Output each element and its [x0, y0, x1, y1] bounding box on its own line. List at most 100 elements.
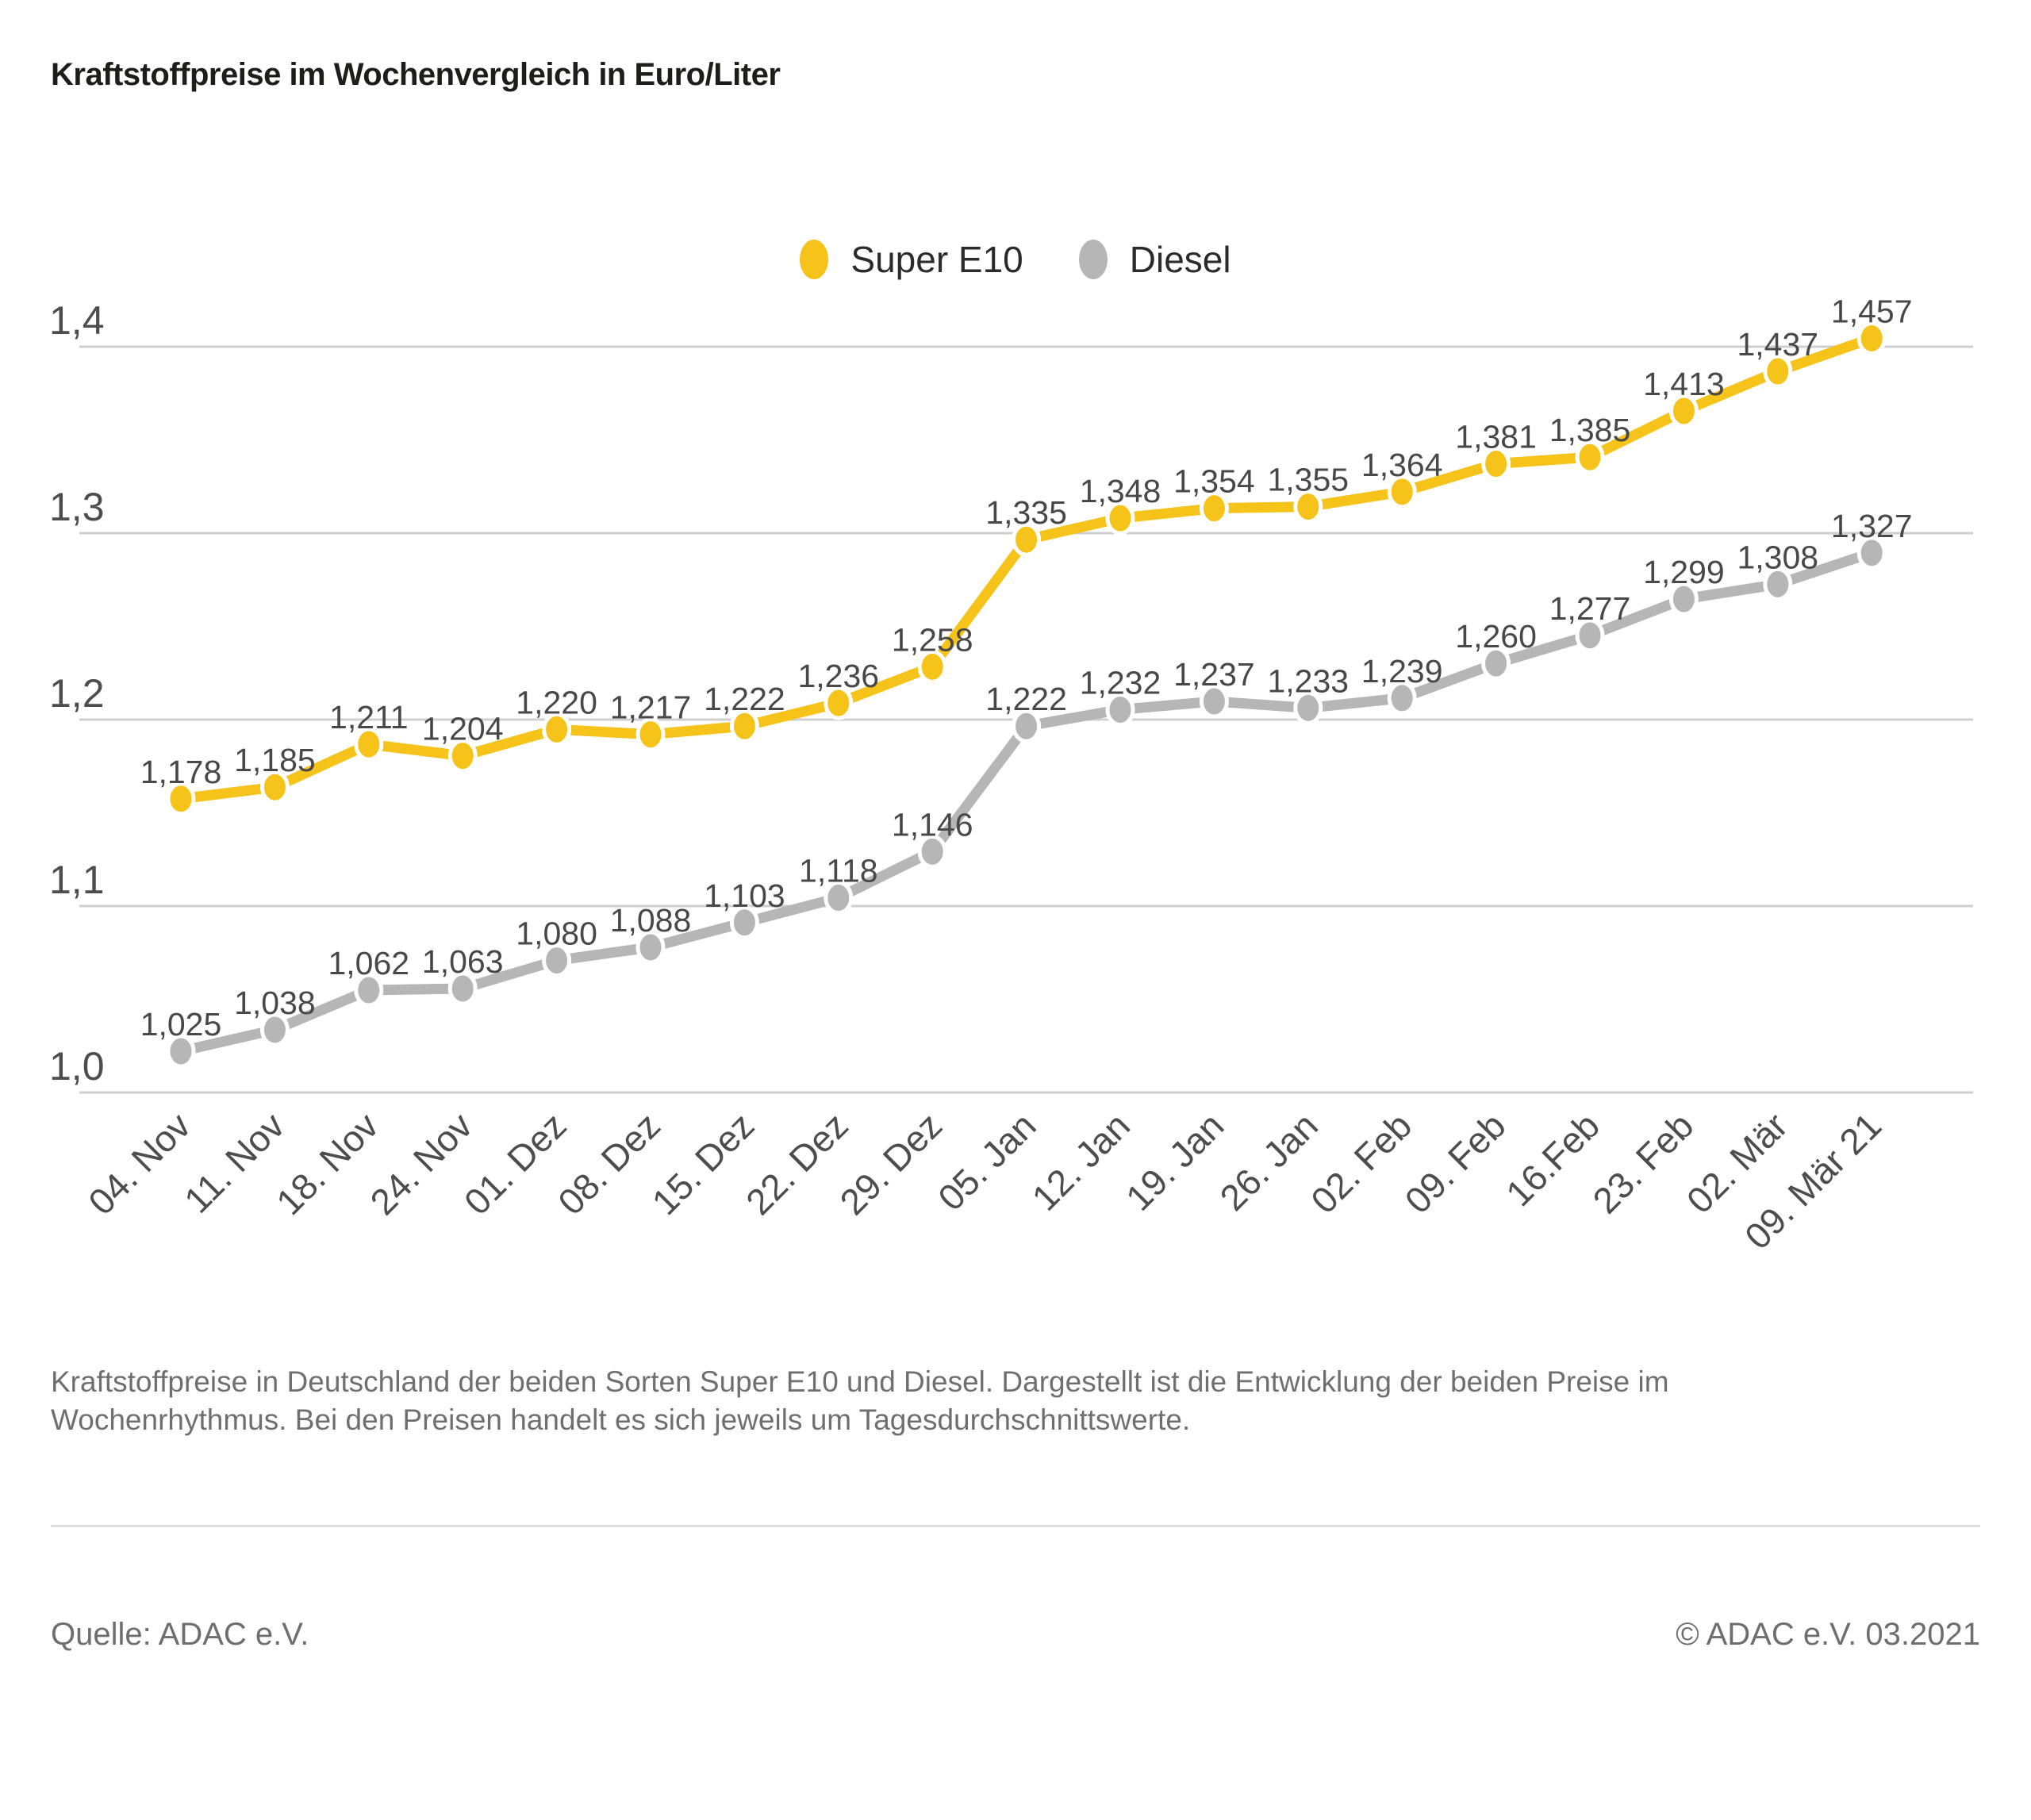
diesel-value-label: 1,063	[422, 943, 504, 980]
super-e10-value-label: 1,220	[516, 684, 597, 720]
diesel-value-label: 1,260	[1455, 618, 1537, 655]
legend-label: Diesel	[1129, 239, 1231, 280]
y-tick-label: 1,4	[49, 298, 105, 343]
diesel-value-label: 1,088	[610, 902, 692, 939]
super-e10-data-point	[259, 770, 290, 804]
diesel-value-label: 1,233	[1267, 662, 1349, 699]
x-tick-label: 23. Feb	[1584, 1104, 1701, 1221]
diesel-data-point	[1668, 582, 1699, 616]
x-tick-label: 05. Jan	[930, 1104, 1043, 1218]
page-title: Kraftstoffpreise im Wochenvergleich in E…	[51, 57, 781, 92]
super-e10-data-point	[1293, 490, 1323, 524]
super-e10-data-point	[542, 712, 572, 747]
x-tick-label: 11. Nov	[176, 1104, 292, 1220]
diesel-data-point	[824, 881, 854, 916]
super-e10-value-label: 1,211	[329, 699, 409, 735]
copyright-note: © ADAC e.V. 03.2021	[1676, 1617, 1980, 1652]
x-tick-label: 19. Jan	[1118, 1104, 1231, 1218]
super-e10-value-label: 1,354	[1173, 463, 1255, 500]
legend-label: Super E10	[850, 239, 1023, 280]
super-e10-value-label: 1,364	[1361, 447, 1443, 483]
super-e10-value-label: 1,236	[797, 658, 879, 694]
super-e10-data-point	[354, 727, 384, 762]
super-e10-value-label: 1,178	[140, 754, 222, 790]
super-e10-data-point	[1856, 321, 1887, 355]
diesel-value-label: 1,232	[1080, 664, 1161, 701]
legend-item-diesel: Diesel	[1078, 238, 1231, 281]
diesel-value-label: 1,103	[704, 877, 785, 914]
x-tick-label: 02. Feb	[1303, 1104, 1419, 1221]
super-e10-data-point	[1575, 440, 1605, 474]
diesel-value-label: 1,062	[328, 945, 409, 981]
super-e10-value-label: 1,222	[704, 681, 785, 717]
diesel-value-label: 1,080	[516, 916, 597, 952]
super-e10-value-label: 1,204	[422, 711, 504, 747]
footer: Quelle: ADAC e.V. © ADAC e.V. 03.2021	[51, 1617, 1980, 1653]
legend-item-super-e10: Super E10	[800, 238, 1023, 281]
super-e10-data-point	[1668, 394, 1699, 428]
diesel-data-point	[259, 1012, 290, 1047]
x-tick-label: 15. Dez	[644, 1104, 762, 1223]
diesel-data-point	[1481, 646, 1511, 681]
diesel-value-label: 1,237	[1173, 656, 1255, 693]
super-e10-data-point	[1199, 491, 1229, 526]
x-tick-label: 09. Feb	[1397, 1104, 1514, 1221]
diesel-data-point	[635, 930, 666, 965]
y-tick-label: 1,1	[49, 858, 105, 902]
super-e10-value-label: 1,457	[1831, 293, 1913, 329]
super-e10-value-label: 1,381	[1455, 419, 1537, 455]
diesel-value-label: 1,239	[1361, 653, 1443, 689]
super-e10-data-point	[1481, 447, 1511, 482]
x-tick-label: 12. Jan	[1024, 1104, 1138, 1218]
diesel-data-point	[729, 905, 759, 940]
x-tick-label: 29. Dez	[831, 1104, 950, 1223]
legend-dot-icon	[1078, 240, 1108, 279]
footer-divider	[51, 1525, 1980, 1527]
super-e10-data-point	[917, 649, 947, 684]
y-tick-label: 1,0	[49, 1044, 105, 1089]
super-e10-value-label: 1,217	[610, 689, 692, 726]
chart-caption: Kraftstoffpreise in Deutschland der beid…	[51, 1365, 1669, 1436]
chart-legend: Super E10 Diesel	[0, 238, 2031, 281]
super-e10-value-label: 1,185	[234, 742, 316, 778]
x-tick-label: 26. Jan	[1211, 1104, 1325, 1218]
diesel-data-point	[354, 973, 384, 1008]
super-e10-data-point	[1012, 522, 1042, 557]
super-e10-data-point	[1387, 474, 1417, 509]
super-e10-data-point	[447, 739, 478, 774]
super-e10-data-point	[635, 717, 666, 752]
diesel-data-point	[542, 943, 572, 978]
super-e10-data-point	[1105, 501, 1135, 536]
diesel-value-label: 1,025	[140, 1006, 222, 1042]
diesel-data-point	[1199, 684, 1229, 719]
x-tick-label: 08. Dez	[550, 1104, 668, 1223]
diesel-data-point	[166, 1034, 196, 1069]
diesel-data-point	[1105, 692, 1135, 727]
diesel-data-point	[917, 834, 947, 869]
super-e10-data-point	[166, 781, 196, 816]
diesel-value-label: 1,118	[799, 853, 878, 889]
diesel-data-point	[1575, 618, 1605, 653]
diesel-data-point	[1856, 536, 1887, 570]
x-tick-label: 01. Dez	[456, 1104, 574, 1223]
diesel-value-label: 1,277	[1549, 590, 1631, 627]
super-e10-value-label: 1,355	[1267, 462, 1349, 498]
diesel-data-point	[1387, 681, 1417, 716]
super-e10-value-label: 1,385	[1549, 412, 1631, 448]
super-e10-data-point	[729, 708, 759, 743]
super-e10-data-point	[824, 685, 854, 720]
diesel-data-point	[1763, 566, 1793, 601]
x-tick-label: 04. Nov	[80, 1104, 198, 1223]
diesel-data-point	[1012, 708, 1042, 743]
y-tick-label: 1,2	[49, 671, 105, 716]
super-e10-value-label: 1,437	[1737, 326, 1818, 363]
super-e10-value-label: 1,258	[892, 621, 973, 658]
x-tick-label: 22. Dez	[738, 1104, 856, 1223]
super-e10-value-label: 1,413	[1643, 366, 1725, 402]
x-tick-label: 18. Nov	[268, 1104, 386, 1223]
diesel-value-label: 1,308	[1737, 539, 1818, 575]
super-e10-value-label: 1,348	[1080, 473, 1161, 509]
super-e10-value-label: 1,335	[985, 494, 1067, 531]
